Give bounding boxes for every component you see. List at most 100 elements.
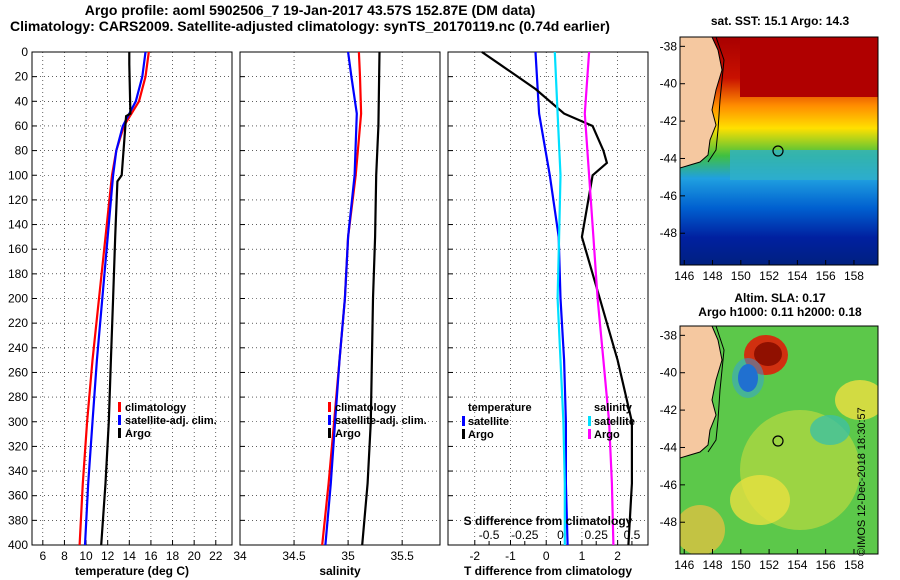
map-x-tick-label: 158 [844,269,864,283]
map-x-tick-label: 152 [759,269,779,283]
y-tick-label: 340 [8,464,28,478]
x-axis-label: temperature (deg C) [75,564,189,578]
y-tick-label: 360 [8,489,28,503]
legend-label: satellite-adj. clim. [125,415,217,427]
y-tick-label: 180 [8,267,28,281]
title-line-1: Argo profile: aoml 5902506_7 19-Jan-2017… [84,2,536,18]
map-y-tick-label: -44 [660,440,678,454]
sla-patch [835,380,878,420]
series-line [361,51,381,546]
map-x-tick-label: 150 [731,269,751,283]
y-tick-label: 400 [8,538,28,552]
sla-high-core [754,342,782,366]
y-tick-label: 80 [15,144,29,158]
legend-label: climatology [335,402,397,414]
y-tick-label: 160 [8,242,28,256]
chart-panel-1: 6 8 10 12 14 16 18 20 22 temperature (deg C) clima… [31,51,233,578]
legend-label: satellite [468,416,509,428]
s-tick-label: 0.25 [585,528,609,542]
map-x-tick-label: 146 [674,269,694,283]
legend-title: salinity [594,402,633,414]
legend-label: Argo [125,428,151,440]
x-tick-label: 8 [61,549,68,563]
x-tick-label: 34.5 [282,549,306,563]
chart-panel-2: 34 34.5 35 35.5 salinity climatologysatellite… [233,51,441,578]
sla-patch [680,505,725,554]
sst-map: sat. SST: 15.1 Argo: 14.3 146 148 150 152 15… [660,14,879,283]
legend-swatch [462,416,465,426]
map-x-tick-label: 154 [787,269,807,283]
x-tick-label: 18 [166,549,180,563]
series-line [78,51,150,546]
x-tick-label: 22 [209,549,223,563]
map-y-tick-label: -38 [660,39,678,53]
y-tick-label: 280 [8,390,28,404]
x-tick-label: 6 [39,549,46,563]
map-x-tick-label: 150 [731,558,751,572]
chart-panel-3: -2 -1 0 1 2T difference from climatology temp… [447,51,649,578]
map-y-tick-label: -46 [660,478,678,492]
map-x-tick-label: 154 [787,558,807,572]
sla-map: Altim. SLA: 0.17 Argo h1000: 0.11 h2000:… [660,291,879,572]
x-tick-label: 16 [144,549,158,563]
x-tick-label: 1 [579,549,586,563]
legend-swatch [328,415,331,425]
x-axis-label: T difference from climatology [464,564,632,578]
s-tick-label: -0.25 [511,528,539,542]
legend-swatch [462,429,465,439]
sla-patch [810,415,850,445]
x-tick-label: 35 [341,549,355,563]
y-tick-label: 300 [8,415,28,429]
y-tick-label: 200 [8,292,28,306]
legend-label: Argo [468,429,494,441]
legend-swatch [328,428,331,438]
series-line [534,51,569,546]
legend-label: satellite-adj. clim. [335,415,427,427]
y-tick-label: 320 [8,439,28,453]
shelf-contour [680,37,725,163]
legend-swatch [118,415,121,425]
x-tick-label: 14 [123,549,137,563]
sst-warm-core [740,37,878,97]
map-x-tick-label: 156 [816,558,836,572]
map-y-tick-label: -40 [660,366,678,380]
legend-swatch [588,429,591,439]
legend-title: temperature [468,402,532,414]
argo-position-marker [772,145,784,157]
s-tick-label: 0 [557,528,564,542]
argo-position-marker [772,435,784,447]
x-tick-label: 10 [79,549,93,563]
x-tick-label: 20 [187,549,201,563]
y-tick-label: 0 [21,45,28,59]
land-mass [680,326,723,459]
y-tick-label: 120 [8,193,28,207]
x-axis-label-top: S difference from climatology [464,514,633,528]
x-tick-label: -2 [469,549,480,563]
map-y-tick-label: -38 [660,328,678,342]
map-y-tick-label: -46 [660,189,678,203]
copyright-label: ©IMOS 12-Dec-2018 18:30:57 [856,407,868,556]
map-y-tick-label: -44 [660,151,678,165]
map-x-tick-label: 146 [674,558,694,572]
map-x-tick-label: 148 [703,558,723,572]
sla-patch [730,475,790,525]
x-tick-label: -1 [505,549,516,563]
series-line [83,51,147,546]
y-tick-label: 220 [8,316,28,330]
legend-label: satellite [594,416,635,428]
x-tick-label: 34 [233,549,247,563]
title-line-2: Climatology: CARS2009. Satellite-adjuste… [10,18,610,34]
legend-swatch [118,428,121,438]
series-line [583,51,615,546]
x-tick-label: 0 [543,549,550,563]
y-tick-label: 40 [15,94,29,108]
x-tick-label: 2 [614,549,621,563]
legend-swatch [328,402,331,412]
legend-swatch [588,416,591,426]
y-tick-label: 240 [8,341,28,355]
legend-swatch [118,402,121,412]
legend-label: Argo [594,429,620,441]
series-line [100,52,132,546]
sla-map-title-2: Argo h1000: 0.11 h2000: 0.18 [698,305,862,319]
